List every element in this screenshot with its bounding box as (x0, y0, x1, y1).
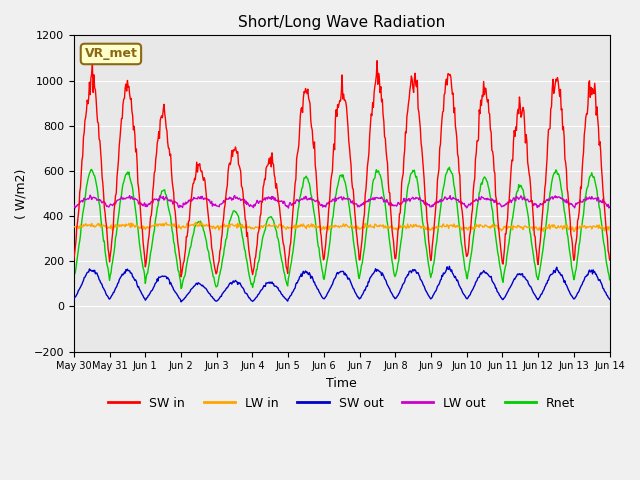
Legend: SW in, LW in, SW out, LW out, Rnet: SW in, LW in, SW out, LW out, Rnet (103, 392, 580, 415)
Y-axis label: ( W/m2): ( W/m2) (15, 168, 28, 218)
X-axis label: Time: Time (326, 377, 357, 390)
Title: Short/Long Wave Radiation: Short/Long Wave Radiation (238, 15, 445, 30)
Text: VR_met: VR_met (84, 48, 138, 60)
